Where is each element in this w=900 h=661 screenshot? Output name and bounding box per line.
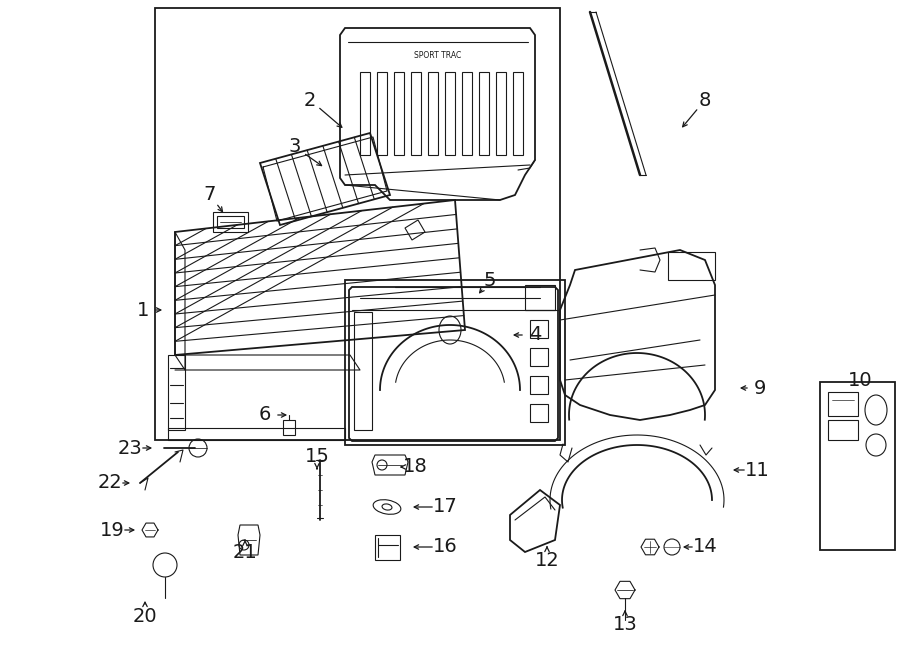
Text: 7: 7 (203, 186, 216, 204)
Text: 23: 23 (118, 438, 142, 457)
Text: 20: 20 (132, 607, 157, 627)
Text: 13: 13 (613, 615, 637, 635)
Text: 2: 2 (304, 91, 316, 110)
Text: 3: 3 (289, 137, 302, 157)
Text: 21: 21 (232, 543, 257, 563)
Text: 6: 6 (259, 405, 271, 424)
Text: 10: 10 (848, 371, 872, 389)
Text: 16: 16 (433, 537, 457, 557)
Text: 22: 22 (97, 473, 122, 492)
Text: 11: 11 (744, 461, 770, 479)
Text: 19: 19 (100, 520, 124, 539)
Text: 5: 5 (484, 270, 496, 290)
Text: 18: 18 (402, 457, 428, 477)
Text: 1: 1 (137, 301, 149, 319)
Text: 12: 12 (535, 551, 560, 570)
Text: 9: 9 (754, 379, 766, 397)
Text: 14: 14 (693, 537, 717, 557)
Text: SPORT TRAC: SPORT TRAC (414, 50, 462, 59)
Text: 15: 15 (304, 446, 329, 465)
Text: 4: 4 (529, 325, 541, 344)
Text: 17: 17 (433, 498, 457, 516)
Text: 8: 8 (698, 91, 711, 110)
